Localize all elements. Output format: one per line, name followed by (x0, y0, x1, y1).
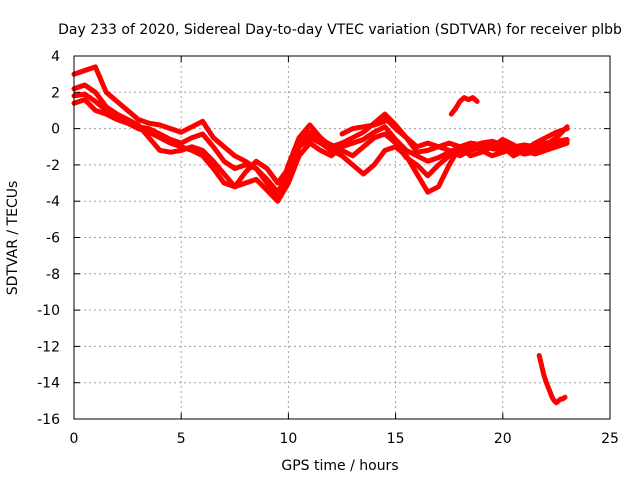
series-track-d (71, 97, 570, 190)
x-axis-label: GPS time / hours (281, 458, 398, 474)
series-track-h (536, 353, 568, 406)
series-track-f (339, 118, 388, 137)
y-tick-label: -8 (46, 267, 60, 283)
chart-title: Day 233 of 2020, Sidereal Day-to-day VTE… (58, 22, 622, 38)
y-tick-label: 0 (51, 122, 60, 138)
y-tick-label: -4 (46, 194, 60, 210)
y-axis-label: SDTVAR / TECUs (5, 181, 21, 296)
x-tick-label: 15 (387, 431, 405, 447)
x-tick-label: 0 (70, 431, 79, 447)
y-tick-label: 2 (51, 85, 60, 101)
axis-ticks: 0 5 10 15 20 25 -16 -14 -12 -10 -8 -6 -4 -2 0 2 4 (37, 49, 619, 447)
x-tick-label: 25 (601, 431, 619, 447)
grid (74, 56, 610, 419)
x-tick-label: 5 (177, 431, 186, 447)
y-tick-label: 4 (51, 49, 60, 65)
series-track-e (382, 115, 570, 159)
data-series (71, 64, 570, 406)
series-track-c (71, 91, 570, 195)
y-tick-label: -12 (37, 339, 60, 355)
y-tick-label: -14 (37, 376, 60, 392)
x-tick-label: 10 (279, 431, 297, 447)
x-tick-label: 20 (494, 431, 512, 447)
series-track-g (448, 95, 480, 117)
y-tick-label: -10 (37, 303, 60, 319)
y-tick-label: -2 (46, 158, 60, 174)
y-tick-label: -6 (46, 231, 60, 247)
y-tick-label: -16 (37, 412, 60, 428)
